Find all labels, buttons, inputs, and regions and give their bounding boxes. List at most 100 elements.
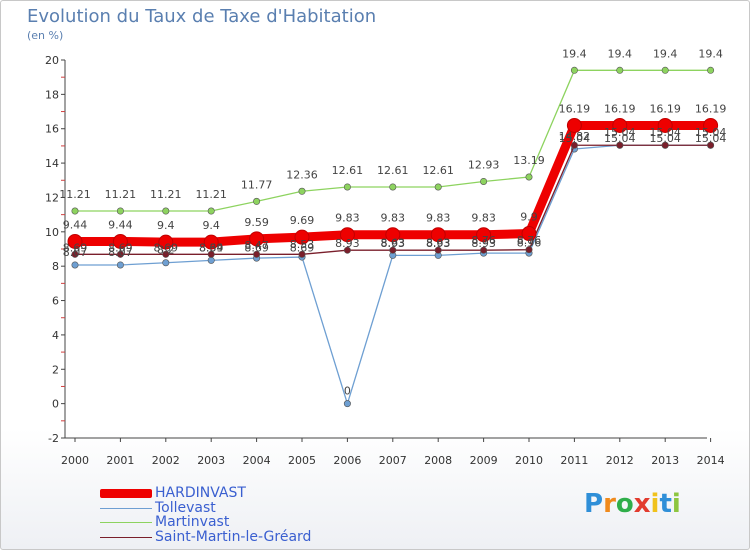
data-point <box>616 141 624 149</box>
logo-letter: o <box>615 489 634 519</box>
x-tick-label: 2009 <box>470 454 498 467</box>
data-label: 8.53 <box>290 238 315 251</box>
logo-letter: r <box>603 489 616 519</box>
data-label: 9.83 <box>426 212 451 225</box>
data-point <box>570 66 578 74</box>
data-point <box>707 66 715 74</box>
data-label: 8.69 <box>108 241 133 254</box>
data-label: 11.21 <box>59 188 91 201</box>
data-label: 8.2 <box>157 244 175 257</box>
x-tick-label: 2010 <box>515 454 543 467</box>
y-tick-label: -2 <box>48 432 59 445</box>
data-label: 9.44 <box>108 218 133 231</box>
data-point <box>389 183 397 191</box>
legend-swatch <box>100 508 152 509</box>
data-point <box>116 250 124 258</box>
data-point <box>343 183 351 191</box>
x-tick-label: 2002 <box>152 454 180 467</box>
y-tick-label: 18 <box>45 88 59 101</box>
data-point <box>703 117 719 133</box>
data-label: 9.4 <box>157 219 175 232</box>
data-point <box>476 227 492 243</box>
data-point <box>294 229 310 245</box>
data-label: 8.93 <box>335 237 360 250</box>
data-label: 16.19 <box>559 102 591 115</box>
legend-label: Tollevast <box>155 500 216 516</box>
data-label: 9.83 <box>471 212 496 225</box>
data-point <box>566 117 582 133</box>
data-point <box>707 141 715 149</box>
y-tick-label: 0 <box>52 398 59 411</box>
data-label: 8.69 <box>244 241 269 254</box>
data-label: 8.63 <box>381 236 406 249</box>
data-point <box>207 250 215 258</box>
data-label: 8.34 <box>199 241 224 254</box>
data-point <box>158 234 174 250</box>
x-tick-label: 2005 <box>288 454 316 467</box>
data-point <box>253 250 261 258</box>
data-point <box>661 141 669 149</box>
data-point <box>525 246 533 254</box>
data-label: 8.69 <box>154 241 179 254</box>
data-label: 16.19 <box>695 102 727 115</box>
data-label: 12.36 <box>286 168 318 181</box>
data-label: 16.19 <box>649 102 681 115</box>
y-tick-label: 14 <box>45 157 59 170</box>
legend-swatch <box>100 537 152 538</box>
data-label: 8.76 <box>517 234 542 247</box>
data-label: 9.4 <box>202 219 220 232</box>
data-label: 15.04 <box>604 132 636 145</box>
data-point <box>162 259 170 267</box>
data-point <box>71 250 79 258</box>
x-tick-label: 2001 <box>106 454 134 467</box>
y-tick-label: 10 <box>45 226 59 239</box>
data-label: 13.19 <box>513 154 545 167</box>
y-tick-label: 4 <box>52 329 59 342</box>
data-point <box>298 187 306 195</box>
x-tick-label: 2006 <box>333 454 361 467</box>
data-label: 8.69 <box>199 241 224 254</box>
data-point <box>207 256 215 264</box>
data-label: 15.04 <box>695 132 727 145</box>
data-label: 15.04 <box>604 126 636 139</box>
data-label: 19.4 <box>653 47 678 60</box>
legend-label: Saint-Martin-le-Gréard <box>155 529 312 545</box>
data-point <box>67 233 83 249</box>
data-label: 8.93 <box>426 237 451 250</box>
data-point <box>116 261 124 269</box>
data-label: 19.4 <box>562 47 587 60</box>
data-label: 12.61 <box>377 164 409 177</box>
data-label: 9.83 <box>335 212 360 225</box>
data-point <box>162 207 170 215</box>
data-label: 14.82 <box>559 130 591 143</box>
legend-swatch <box>100 522 152 523</box>
data-label: 12.61 <box>332 164 364 177</box>
data-point <box>657 117 673 133</box>
data-label: 9.69 <box>290 214 315 227</box>
data-label: 19.4 <box>698 47 723 60</box>
y-tick-label: 8 <box>52 260 59 273</box>
proxiti-logo: Proxiti <box>584 489 681 519</box>
data-label: 8.47 <box>244 239 269 252</box>
data-point <box>207 207 215 215</box>
x-tick-label: 2014 <box>697 454 725 467</box>
x-tick-label: 2012 <box>606 454 634 467</box>
legend-label: HARDINVAST <box>155 485 246 501</box>
logo-letter: P <box>584 489 604 519</box>
x-tick-label: 2011 <box>560 454 588 467</box>
data-point <box>343 400 351 408</box>
data-label: 9.59 <box>244 216 269 229</box>
data-point <box>434 183 442 191</box>
data-label: 11.21 <box>150 188 182 201</box>
x-tick-label: 2013 <box>651 454 679 467</box>
data-label: 15.04 <box>559 132 591 145</box>
data-label: 15.04 <box>695 126 727 139</box>
y-tick-label: 6 <box>52 295 59 308</box>
logo-letter: x <box>633 489 651 519</box>
logo-letter: t <box>659 489 672 519</box>
x-tick-label: 2004 <box>243 454 271 467</box>
data-label: 15.04 <box>649 126 681 139</box>
data-point <box>343 246 351 254</box>
